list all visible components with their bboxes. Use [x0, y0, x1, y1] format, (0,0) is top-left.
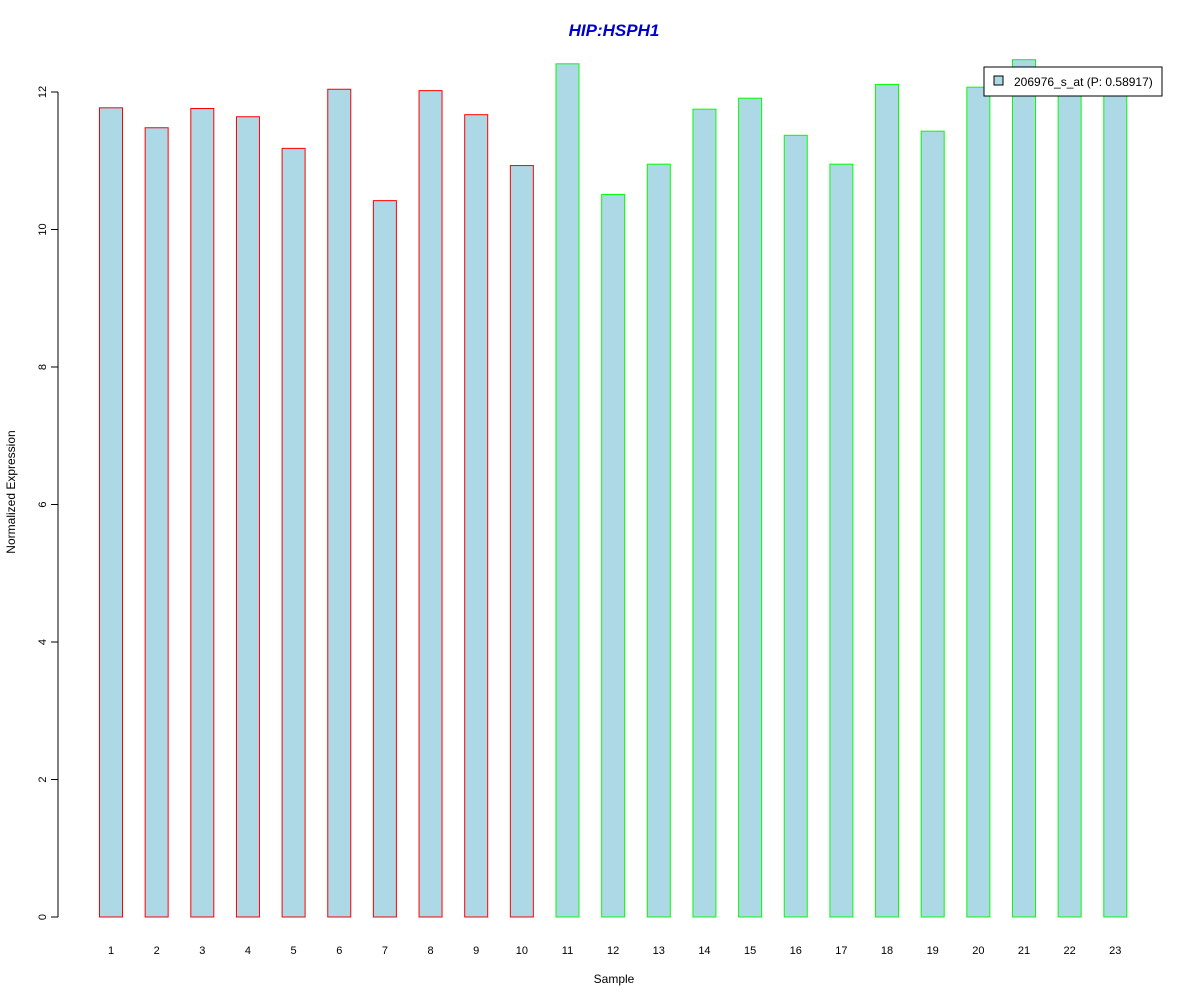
bar-sample-22	[1057, 88, 1082, 918]
x-tick-label: 6	[336, 945, 342, 957]
legend-label: 206976_s_at (P: 0.58917)	[1014, 75, 1153, 89]
bar-sample-17	[829, 163, 854, 918]
x-tick-label: 13	[653, 945, 665, 957]
bar-sample-12	[601, 193, 626, 918]
x-axis-label: Sample	[594, 972, 635, 986]
chart-title: HIP:HSPH1	[569, 21, 660, 40]
x-tick-label: 16	[790, 945, 802, 957]
y-axis-label: Normalized Expression	[4, 430, 18, 553]
x-tick-labels: 1 2 3 4 5 6 7 8 9 10 11 12 13 14 15 16 17 18 19 20 21 22 23	[108, 945, 1121, 957]
bar-sample-11	[555, 63, 580, 918]
x-tick-label: 17	[835, 945, 847, 957]
x-tick-label: 10	[516, 945, 528, 957]
x-tick-label: 20	[972, 945, 984, 957]
legend-swatch	[993, 75, 1004, 86]
bar-sample-18	[875, 83, 900, 918]
bar-sample-6	[327, 88, 352, 918]
bars	[99, 59, 1128, 918]
bar-sample-10	[509, 165, 534, 918]
x-tick-label: 3	[199, 945, 205, 957]
bar-sample-7	[372, 200, 397, 918]
x-tick-label: 2	[154, 945, 160, 957]
bar-sample-20	[966, 86, 991, 918]
bar-sample-3	[190, 108, 215, 918]
bar-sample-5	[281, 147, 306, 918]
x-tick-label: 4	[245, 945, 251, 957]
y-tick-label: 8	[37, 364, 49, 370]
y-tick-label: 2	[37, 776, 49, 782]
x-tick-label: 14	[698, 945, 710, 957]
y-tick-label: 10	[37, 223, 49, 235]
x-tick-label: 21	[1018, 945, 1030, 957]
x-tick-label: 18	[881, 945, 893, 957]
legend-box	[983, 66, 1163, 97]
bar-sample-1	[99, 107, 123, 918]
bar-sample-15	[738, 97, 763, 918]
bar-sample-8	[418, 90, 443, 918]
x-tick-label: 5	[291, 945, 297, 957]
y-tick-label: 12	[37, 86, 49, 98]
x-tick-label: 7	[382, 945, 388, 957]
x-tick-label: 22	[1064, 945, 1076, 957]
y-tick-label: 4	[37, 639, 49, 645]
y-axis: 0 2 4 6 8 10 12	[37, 86, 59, 920]
bar-sample-4	[235, 116, 260, 918]
x-tick-label: 23	[1109, 945, 1121, 957]
bar-sample-16	[783, 134, 808, 918]
bar-sample-2	[144, 127, 169, 918]
bar-sample-9	[464, 114, 489, 918]
x-tick-label: 15	[744, 945, 756, 957]
y-tick-label: 0	[37, 914, 49, 920]
x-tick-label: 9	[473, 945, 479, 957]
bar-sample-13	[646, 163, 671, 918]
x-tick-label: 8	[427, 945, 433, 957]
legend: 206976_s_at (P: 0.58917)	[983, 66, 1163, 97]
y-tick-label: 6	[37, 501, 49, 507]
bar-sample-19	[920, 130, 945, 918]
x-tick-label: 1	[108, 945, 114, 957]
x-tick-label: 12	[607, 945, 619, 957]
bar-sample-21	[1012, 59, 1036, 918]
x-tick-label: 19	[927, 945, 939, 957]
bar-sample-23	[1103, 88, 1128, 918]
bar-sample-14	[692, 108, 717, 918]
x-tick-label: 11	[562, 945, 573, 957]
